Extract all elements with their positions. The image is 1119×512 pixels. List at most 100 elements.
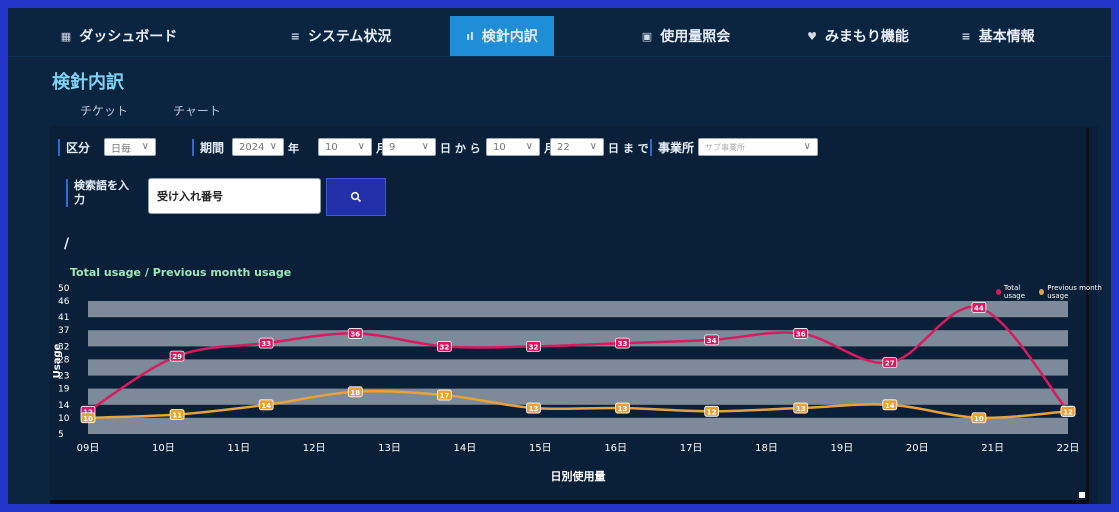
from-month-select[interactable]: 10 ∨: [318, 138, 372, 156]
chevron-down-icon: ∨: [357, 141, 365, 152]
series-line-1: [87, 390, 1069, 420]
data-point-0: [882, 357, 898, 369]
x-tick-label: 12日: [303, 443, 326, 454]
heart-icon: ♥: [807, 29, 817, 43]
scroll-corner: [1079, 492, 1085, 498]
data-label-1: 10: [974, 415, 984, 423]
nav-dashboard[interactable]: ▦ ダッシュボード: [8, 16, 230, 56]
chevron-down-icon: ∨: [141, 141, 149, 152]
data-point-0: [169, 350, 185, 362]
x-tick-label: 13日: [378, 443, 401, 454]
grid-band: [88, 359, 1068, 376]
kubun-value: 日毎: [111, 143, 131, 155]
kubun-label: 区分: [58, 139, 90, 156]
chevron-down-icon: ∨: [803, 141, 811, 152]
year-unit: 年: [288, 142, 299, 155]
legend-total-marker: [996, 289, 1001, 295]
period-label: 期間: [192, 139, 224, 156]
nav-monitoring[interactable]: ♥ みまもり機能: [748, 16, 968, 56]
to-month-select[interactable]: 10 ∨: [486, 138, 540, 156]
y-tick-label: 28: [58, 355, 70, 365]
nav-usage-inquiry[interactable]: ▣ 使用量照会: [576, 16, 796, 56]
series-line-0: [87, 305, 1069, 413]
list-icon: ≡: [290, 29, 300, 43]
top-nav: ▦ ダッシュボード ≡ システム状況 ıl 検針内訳 ▣ 使用量照会 ♥ みまも…: [8, 16, 1111, 57]
y-tick-label: 32: [58, 342, 69, 352]
legend-prev-marker: [1039, 289, 1045, 295]
data-label-1: 11: [172, 412, 182, 420]
chevron-down-icon: ∨: [589, 141, 597, 152]
data-label-0: 36: [350, 330, 360, 338]
data-label-1: 14: [885, 402, 895, 410]
nav-label: ダッシュボード: [79, 29, 178, 45]
document-icon: ▣: [641, 29, 653, 43]
legend-prev-label: Previous month usage: [1047, 284, 1102, 300]
data-label-1: 17: [439, 392, 449, 400]
nav-meter-breakdown[interactable]: ıl 検針内訳: [450, 16, 554, 56]
chart-legend: Total usage Previous month usage: [996, 284, 1111, 300]
y-tick-label: 41: [58, 313, 69, 323]
data-label-0: 32: [529, 343, 539, 351]
data-point-1: [1060, 405, 1076, 417]
x-tick-label: 17日: [680, 443, 703, 454]
year-select[interactable]: 2024 ∨: [232, 138, 284, 156]
data-point-0: [526, 340, 541, 352]
horizontal-scrollbar[interactable]: [50, 500, 1088, 504]
data-label-0: 44: [974, 304, 984, 312]
data-label-0: 33: [261, 340, 271, 348]
grid-band: [88, 300, 1068, 318]
office-label: 事業所: [650, 139, 694, 156]
to-day-value: 22: [557, 141, 570, 153]
tab-ticket[interactable]: チケット: [79, 104, 128, 118]
y-tick-label: 19: [58, 385, 70, 395]
y-tick-label: 50: [58, 284, 70, 294]
data-point-0: [793, 328, 809, 339]
x-tick-label: 18日: [755, 443, 778, 454]
data-point-0: [347, 328, 363, 339]
data-point-1: [882, 399, 898, 411]
x-tick-label: 11日: [227, 443, 250, 454]
x-tick-label: 20日: [906, 443, 929, 454]
y-tick-label: 37: [58, 326, 69, 336]
office-select[interactable]: サブ事業所 ∨: [698, 138, 818, 156]
data-point-0: [436, 340, 452, 352]
data-label-0: 33: [618, 340, 628, 348]
y-tick-label: 10: [58, 414, 70, 424]
nav-basic-info[interactable]: ≡ 基本情報: [908, 16, 1088, 56]
chevron-down-icon: ∨: [421, 141, 429, 152]
x-tick-label: 14日: [454, 443, 477, 454]
kubun-select[interactable]: 日毎 ∨: [104, 138, 156, 156]
search-input[interactable]: 受け入れ番号: [148, 178, 321, 214]
office-placeholder: サブ事業所: [705, 142, 745, 152]
list-icon: ≡: [961, 29, 971, 43]
nav-label: 基本情報: [978, 29, 1035, 45]
chevron-down-icon: ∨: [269, 141, 277, 152]
data-point-0: [258, 337, 274, 349]
y-tick-label: 23: [58, 372, 69, 382]
to-suffix: 日 ま で: [608, 142, 649, 155]
data-point-1: [615, 402, 630, 414]
y-tick-label: 14: [58, 401, 70, 411]
from-day-select[interactable]: 9 ∨: [382, 138, 436, 156]
data-label-0: 27: [885, 360, 895, 368]
nav-system-status[interactable]: ≡ システム状況: [230, 16, 452, 56]
search-button[interactable]: [326, 178, 386, 216]
data-label-0: 36: [796, 330, 806, 338]
x-tick-label: 15日: [529, 443, 552, 454]
chevron-down-icon: ∨: [525, 141, 533, 152]
x-tick-label: 19日: [830, 443, 853, 454]
data-point-1: [169, 409, 185, 420]
y-tick-label: 5: [58, 430, 64, 440]
from-suffix: 日 か ら: [440, 142, 481, 155]
from-month-value: 10: [325, 141, 338, 153]
vertical-scrollbar[interactable]: [1086, 128, 1089, 503]
x-tick-label: 22日: [1057, 443, 1080, 454]
x-tick-label: 10日: [152, 443, 175, 454]
bar-chart-icon: ıl: [466, 29, 474, 43]
x-tick-label: 21日: [981, 443, 1004, 454]
data-label-1: 14: [261, 402, 271, 410]
to-month-value: 10: [493, 141, 506, 153]
to-day-select[interactable]: 22 ∨: [550, 138, 604, 156]
data-label-1: 12: [707, 408, 717, 416]
data-label-1: 13: [529, 405, 539, 413]
